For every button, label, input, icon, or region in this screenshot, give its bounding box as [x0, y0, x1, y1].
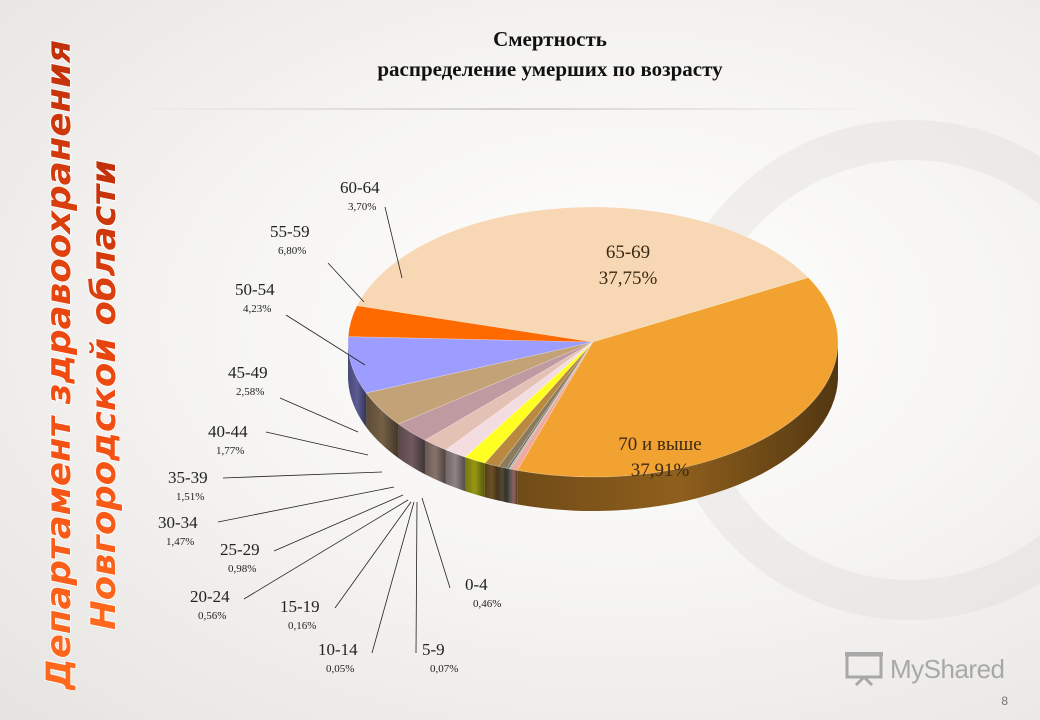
pie-slice-15-19: [506, 341, 594, 470]
pie-slice-20-24: [498, 341, 594, 469]
slice-label-2: 10-14: [318, 640, 358, 659]
pie-sides: [348, 342, 838, 511]
side-caption: Департамент здравоохранения Новгородской…: [38, 40, 125, 690]
pie-slice-50-54: [365, 341, 594, 425]
slice-value-14: 37,91%: [631, 460, 690, 481]
slice-label-8: 40-44: [208, 422, 248, 441]
pie-slice-35-39: [445, 341, 594, 458]
pie-side-shade-10: [366, 392, 399, 459]
pie-slice-65-69: [356, 206, 809, 343]
chart-title-line2: распределение умерших по возрасту: [377, 57, 723, 81]
slice-label-7: 35-39: [168, 468, 208, 487]
page-number: 8: [1001, 694, 1008, 708]
leader-line-12: [384, 206, 403, 279]
leader-line-7: [222, 471, 383, 479]
pie-side-shade-11: [348, 342, 367, 427]
slice-value-11: 6,80%: [278, 245, 306, 257]
pie-side-shade-6: [464, 457, 485, 498]
slice-value-10: 4,23%: [243, 303, 271, 315]
slice-value-6: 1,47%: [166, 536, 194, 548]
presentation-icon: [845, 652, 883, 687]
pie-slice-55-59: [347, 336, 594, 394]
leader-line-5: [273, 494, 404, 552]
slice-label-10: 50-54: [235, 280, 275, 299]
pie-slice-30-34: [464, 341, 594, 464]
leader-line-8: [265, 431, 369, 456]
leader-line-3: [334, 501, 412, 609]
side-caption-line1: Департамент здравоохранения: [39, 40, 79, 690]
pie-leaders: [217, 206, 451, 654]
slice-value-4: 0,56%: [198, 610, 226, 622]
pie-tops: [347, 206, 839, 478]
pie-side-shade-1: [509, 468, 511, 504]
slice-value-3: 0,16%: [288, 620, 316, 632]
leader-line-4: [243, 499, 409, 600]
pie-slice-10-14: [508, 341, 594, 470]
pie-slice-60-64: [347, 305, 594, 343]
leader-line-10: [285, 314, 366, 366]
slice-value-12: 3,70%: [348, 201, 376, 213]
slice-label-6: 30-34: [158, 513, 198, 532]
pie-slice-40-44: [424, 341, 594, 451]
pie-slice-45-49: [397, 341, 594, 441]
slice-value-1: 0,07%: [430, 663, 458, 675]
slice-value-5: 0,98%: [228, 563, 256, 575]
slice-value-2: 0,05%: [326, 663, 354, 675]
slice-label-4: 20-24: [190, 587, 230, 606]
watermark-logo: MyShared: [844, 650, 1005, 690]
slice-label-5: 25-29: [220, 540, 260, 559]
slice-label-13: 65-69: [606, 242, 650, 263]
pie-side-shade-5: [484, 463, 499, 501]
slice-value-8: 1,77%: [216, 445, 244, 457]
slice-label-11: 55-59: [270, 222, 310, 241]
slice-value-7: 1,51%: [176, 491, 204, 503]
pie-side-shade-3: [506, 468, 509, 503]
pie-side-shade-0: [510, 469, 518, 505]
slice-value-9: 2,58%: [236, 386, 264, 398]
slice-label-12: 60-64: [340, 178, 380, 197]
slice-label-14: 70 и выше: [618, 434, 701, 455]
pie-side-shade-9: [398, 424, 425, 475]
pie-slice-0-4: [510, 341, 594, 471]
pie-slice-5-9: [509, 341, 594, 470]
slice-value-13: 37,75%: [599, 268, 658, 289]
pie-side-shade-8: [424, 440, 446, 484]
pie-labels: 0-4 0,46% 5-9 0,07% 10-14 0,05% 15-19 0,16% 20-2…: [158, 178, 702, 675]
pie-slice-25-29: [484, 341, 594, 467]
pie-side-shade-7: [445, 449, 465, 492]
pie-side-shade-2: [508, 468, 510, 503]
leader-line-1: [415, 501, 418, 654]
pie-chart: 0-4 0,46% 5-9 0,07% 10-14 0,05% 15-19 0,16% 20-2…: [158, 178, 839, 675]
pie-side-shade-4: [498, 466, 507, 503]
pie-slice-70-и-выше: [516, 277, 839, 478]
slice-value-0: 0,46%: [473, 598, 501, 610]
leader-line-11: [327, 262, 365, 303]
slice-label-3: 15-19: [280, 597, 320, 616]
slice-label-9: 45-49: [228, 363, 268, 382]
slice-label-0: 0-4: [465, 575, 488, 594]
side-caption-line2: Новгородской области: [84, 160, 124, 630]
leader-line-6: [217, 486, 395, 523]
pie-side-shade-14: [517, 342, 838, 511]
leader-line-2: [371, 501, 415, 654]
leader-line-9: [279, 397, 359, 433]
chart-title-line1: Смертность: [493, 27, 607, 51]
leader-line-0: [421, 497, 451, 589]
watermark-text: MyShared: [890, 654, 1005, 684]
slice-label-1: 5-9: [422, 640, 445, 659]
